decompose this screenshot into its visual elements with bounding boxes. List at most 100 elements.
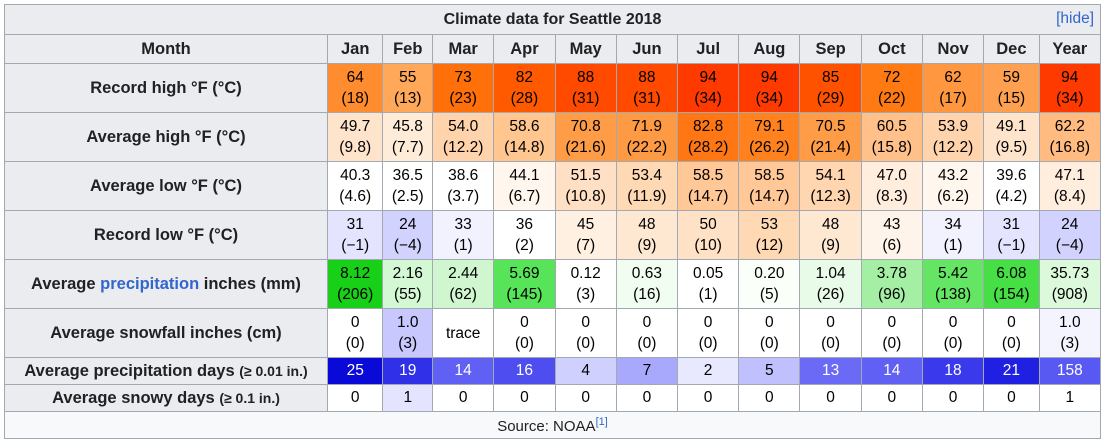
row-label: Average low °F (°C): [4, 161, 328, 211]
table-cell: 71.9 (22.2): [615, 112, 679, 162]
cell-value: 0: [581, 389, 590, 406]
cell-value: 1.0: [396, 314, 419, 331]
table-cell: 0: [860, 384, 923, 412]
table-cell: 19: [382, 357, 434, 385]
table-cell: 0 (0): [676, 308, 740, 358]
table-cell: 36.5 (2.5): [382, 161, 434, 211]
cell-value: 0: [887, 389, 897, 406]
cell-metric-value: (4.6): [339, 188, 372, 205]
cell-value: 4: [581, 362, 590, 379]
cell-value: 40.3: [340, 167, 371, 184]
table-cell: 0: [921, 384, 985, 412]
cell-value: 2: [703, 362, 713, 379]
cell-metric-value: (14.7): [687, 188, 729, 205]
table-cell: 82 (28): [493, 63, 556, 113]
cell-value: 94: [760, 69, 778, 86]
header-jan: Jan: [326, 34, 384, 64]
cell-value: 71.9: [631, 118, 662, 135]
table-cell: 70.5 (21.4): [799, 112, 862, 162]
cell-metric-value: (0): [576, 335, 596, 352]
table-cell: 1: [382, 384, 434, 412]
cell-metric-value: (12.3): [810, 188, 851, 205]
reference-link[interactable]: [1]: [595, 415, 608, 428]
cell-value: 0: [703, 314, 713, 331]
header-jul: Jul: [676, 34, 740, 64]
cell-value: 14: [883, 362, 901, 379]
table-cell: 44.1 (6.7): [493, 161, 556, 211]
cell-value: 0: [887, 314, 897, 331]
table-cell: 62 (17): [921, 63, 985, 113]
cell-metric-value: (1): [698, 286, 718, 303]
header-feb: Feb: [382, 34, 434, 64]
table-cell: 70.8 (21.6): [554, 112, 617, 162]
cell-value: 53: [760, 216, 778, 233]
table-cell: 0 (0): [738, 308, 801, 358]
cell-value: 24: [399, 216, 417, 233]
cell-metric-value: (6): [882, 237, 902, 254]
table-row: Average precipitation inches (mm) 8.12 (20…: [4, 259, 1102, 309]
table-row: Record low °F (°C) 31 (−1) 24 (−4) 33 (1) 36 (2)…: [4, 210, 1102, 260]
table-cell: 94 (34): [738, 63, 801, 113]
cell-value: 0: [1007, 389, 1016, 406]
table-cell: 60.5 (15.8): [860, 112, 923, 162]
table-cell: 49.7 (9.8): [326, 112, 384, 162]
table-cell: 43 (6): [860, 210, 923, 260]
cell-metric-value: (26.2): [749, 139, 790, 156]
table-cell: 1.0 (3): [382, 308, 434, 358]
precipitation-link[interactable]: precipitation: [100, 274, 200, 293]
cell-metric-value: (21.6): [565, 139, 606, 156]
cell-value: 0: [520, 314, 529, 331]
cell-value: 0: [350, 314, 360, 331]
row-label: Average precipitation days (≥ 0.01 in.): [4, 357, 328, 385]
cell-value: 0: [642, 389, 652, 406]
cell-value: 24: [1061, 216, 1079, 233]
table-cell: 5.42 (138): [921, 259, 985, 309]
cell-metric-value: (1): [453, 237, 473, 254]
cell-value: 94: [699, 69, 717, 86]
table-row: Record high °F (°C) 64 (18) 55 (13) 73 (23) 82 (…: [4, 63, 1102, 113]
cell-metric-value: (55): [393, 286, 422, 303]
cell-value: 54.0: [448, 118, 479, 135]
table-cell: 0: [799, 384, 862, 412]
cell-metric-value: (26): [816, 286, 845, 303]
cell-metric-value: (908): [1051, 286, 1088, 303]
cell-metric-value: (9): [637, 237, 657, 254]
cell-value: 47.1: [1054, 167, 1085, 184]
cell-value: 0: [581, 314, 590, 331]
row-label: Average high °F (°C): [4, 112, 328, 162]
cell-metric-value: (0): [345, 335, 365, 352]
table-cell: 85 (29): [799, 63, 862, 113]
cell-metric-value: (4.2): [995, 188, 1028, 205]
table-cell: 53 (12): [738, 210, 801, 260]
table-cell: 0.12 (3): [554, 259, 617, 309]
table-cell: 47.0 (8.3): [860, 161, 923, 211]
cell-value: 43.2: [937, 167, 969, 184]
cell-value: 48: [638, 216, 656, 233]
header-row: Month Jan Feb Mar Apr May Jun Jul Aug Sep Oct Nov De…: [4, 34, 1102, 64]
cell-value: 0.12: [570, 265, 601, 282]
cell-metric-value: (−4): [393, 237, 422, 254]
table-cell: 0 (0): [326, 308, 384, 358]
cell-value: 85: [821, 69, 840, 86]
table-cell: 39.6 (4.2): [983, 161, 1040, 211]
table-cell: 94 (34): [1038, 63, 1102, 113]
hide-toggle-link[interactable]: [hide]: [1056, 10, 1094, 27]
cell-metric-value: (−4): [1055, 237, 1084, 254]
cell-metric-value: (6.7): [508, 188, 541, 205]
table-cell: 0: [432, 384, 495, 412]
table-cell: 0: [738, 384, 801, 412]
cell-value: 62: [944, 69, 962, 86]
table-cell: 49.1 (9.5): [983, 112, 1040, 162]
row-label: Record high °F (°C): [4, 63, 328, 113]
cell-metric-value: (10): [694, 237, 722, 254]
table-cell: 0: [554, 384, 617, 412]
cell-metric-value: (206): [337, 286, 374, 303]
table-cell: 31 (−1): [326, 210, 384, 260]
header-year: Year: [1038, 34, 1102, 64]
cell-value: 25: [346, 362, 364, 379]
table-cell: 2.16 (55): [382, 259, 434, 309]
table-cell: 158: [1038, 357, 1102, 385]
table-cell: 47.1 (8.4): [1038, 161, 1102, 211]
header-nov: Nov: [921, 34, 985, 64]
cell-value: 1.04: [815, 265, 846, 282]
